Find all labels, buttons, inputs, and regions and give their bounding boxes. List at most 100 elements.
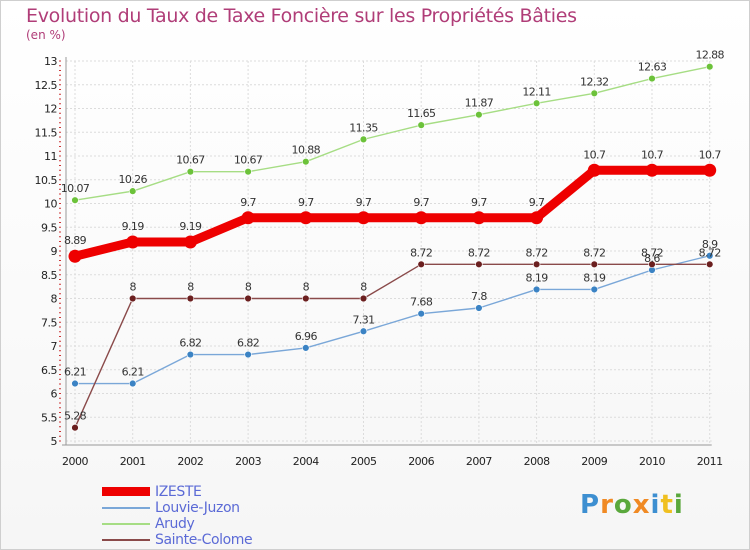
chart-title: Evolution du Taux de Taxe Foncière sur l… (26, 5, 577, 27)
x-tick-label: 2001 (120, 455, 146, 468)
y-tick-label: 7 (51, 340, 58, 353)
data-label-louvie-juzon: 6.21 (64, 366, 86, 379)
x-tick-label: 2003 (235, 455, 261, 468)
data-label-louvie-juzon: 7.31 (352, 313, 374, 326)
legend-label: IZESTE (155, 484, 202, 500)
data-label-sainte-colome: 8.72 (526, 246, 548, 259)
data-point-arudy (705, 62, 714, 71)
x-tick-label: 2005 (351, 455, 377, 468)
data-label-izeste: 9.7 (356, 196, 372, 209)
data-label-sainte-colome: 8.72 (641, 246, 663, 259)
data-label-sainte-colome: 8 (187, 281, 194, 294)
data-point-sainte-colome (359, 294, 368, 303)
legend-swatch (102, 487, 150, 496)
x-tick-label: 2009 (581, 455, 607, 468)
data-point-louvie-juzon (186, 350, 195, 359)
data-label-arudy: 10.26 (118, 173, 147, 186)
logo-letter: o (613, 490, 633, 520)
data-point-sainte-colome (705, 260, 714, 268)
data-label-izeste: 10.7 (641, 148, 664, 161)
y-tick-label: 12.5 (35, 79, 58, 92)
y-tick-label: 8 (51, 293, 58, 306)
data-label-arudy: 11.65 (407, 107, 436, 120)
data-point-louvie-juzon (590, 285, 598, 294)
data-point-sainte-colome (590, 260, 598, 268)
data-point-sainte-colome (186, 294, 195, 303)
y-tick-label: 5.5 (41, 411, 57, 424)
x-tick-label: 2006 (408, 455, 434, 468)
legend-swatch (102, 507, 150, 509)
legend-swatch (102, 539, 150, 541)
y-tick-label: 5 (51, 435, 58, 448)
data-label-arudy: 11.87 (465, 97, 494, 110)
data-point-arudy (359, 135, 368, 144)
legend-label: Arudy (155, 516, 195, 532)
x-tick-label: 2008 (524, 455, 550, 468)
data-point-sainte-colome (244, 294, 252, 303)
y-tick-label: 12 (44, 103, 57, 116)
data-label-louvie-juzon: 6.21 (122, 366, 144, 379)
data-label-izeste: 10.7 (699, 148, 722, 161)
data-point-izeste (472, 211, 486, 225)
data-label-sainte-colome: 8 (360, 281, 367, 294)
data-point-izeste (645, 163, 659, 177)
data-label-louvie-juzon: 8.19 (526, 271, 549, 284)
data-point-izeste (68, 249, 82, 263)
data-label-louvie-juzon: 8.6 (644, 252, 660, 265)
y-tick-label: 9 (51, 245, 58, 258)
data-label-arudy: 11.35 (349, 121, 378, 134)
data-point-izeste (587, 163, 601, 177)
data-point-sainte-colome (532, 260, 541, 268)
data-label-arudy: 10.88 (292, 144, 321, 157)
data-point-izeste (183, 235, 197, 249)
series-line-izeste (70, 165, 715, 261)
data-point-izeste (703, 163, 717, 177)
data-point-sainte-colome (475, 260, 483, 268)
data-label-izeste: 9.7 (529, 196, 545, 209)
x-tick-label: 2000 (62, 455, 88, 468)
data-label-izeste: 9.19 (122, 220, 145, 233)
y-tick-label: 11 (44, 150, 57, 163)
data-point-louvie-juzon (302, 344, 310, 352)
data-point-izeste (126, 235, 140, 249)
series-line-arudy (74, 65, 711, 201)
logo-letter: r (600, 490, 614, 520)
data-point-sainte-colome (71, 424, 79, 432)
x-tick-label: 2011 (697, 455, 723, 468)
y-tick-label: 6.5 (41, 364, 57, 377)
data-label-sainte-colome: 8.72 (410, 246, 432, 259)
y-tick-label: 8.5 (41, 269, 57, 282)
data-label-izeste: 10.7 (583, 148, 606, 161)
data-label-louvie-juzon: 6.96 (295, 330, 318, 343)
y-tick-label: 11.5 (35, 126, 58, 139)
data-point-louvie-juzon (705, 252, 714, 260)
data-point-arudy (186, 167, 195, 176)
data-point-louvie-juzon (417, 310, 425, 318)
legend-label: Sainte-Colome (155, 532, 253, 548)
data-label-izeste: 9.7 (298, 196, 314, 209)
data-label-louvie-juzon: 8.9 (702, 238, 718, 251)
data-point-izeste (530, 211, 544, 225)
data-point-arudy (244, 167, 252, 176)
data-label-sainte-colome: 8.72 (468, 246, 490, 259)
series-line-sainte-colome (74, 263, 711, 429)
data-label-louvie-juzon: 7.8 (471, 290, 487, 303)
y-tick-label: 7.5 (41, 316, 57, 329)
data-label-sainte-colome: 8.72 (699, 246, 721, 259)
data-point-louvie-juzon (475, 304, 483, 312)
logo-letter: i (673, 490, 684, 520)
y-axis-unit: (en %) (26, 28, 66, 42)
y-tick-label: 6 (51, 388, 58, 401)
data-label-sainte-colome: 8.72 (583, 246, 605, 259)
data-point-arudy (71, 196, 79, 204)
data-point-izeste (241, 211, 255, 225)
data-label-sainte-colome: 8 (129, 281, 136, 294)
data-point-sainte-colome (302, 294, 310, 303)
x-tick-label: 2010 (639, 455, 665, 468)
logo-letter: t (660, 490, 674, 520)
data-label-arudy: 12.11 (522, 85, 551, 98)
y-tick-label: 10.5 (35, 174, 58, 187)
data-point-arudy (302, 158, 310, 166)
data-point-louvie-juzon (244, 350, 252, 359)
